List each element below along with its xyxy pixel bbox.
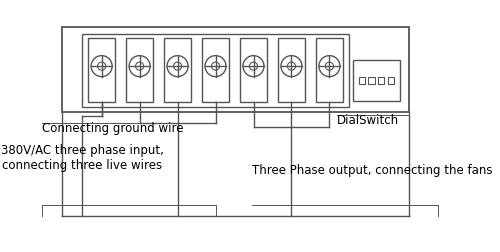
Circle shape [281,56,302,77]
Circle shape [212,63,220,71]
Bar [353,61,400,102]
Circle shape [91,56,112,77]
Circle shape [319,56,340,77]
Circle shape [136,63,143,71]
Circle shape [326,63,334,71]
Circle shape [167,56,188,77]
Bar [240,39,267,103]
Bar [88,39,116,103]
Circle shape [129,56,150,77]
Circle shape [174,63,182,71]
Bar [368,78,374,85]
Text: Connecting ground wire: Connecting ground wire [42,121,184,135]
Text: 380V/AC three phase input,
connecting three live wires: 380V/AC three phase input, connecting th… [1,143,164,171]
Text: DialSwitch: DialSwitch [336,114,399,127]
Circle shape [243,56,264,77]
Bar [378,78,384,85]
Bar [316,39,343,103]
Bar [164,39,192,103]
Bar [202,39,230,103]
Circle shape [98,63,106,71]
Bar [278,39,305,103]
Text: Three Phase output, connecting the fans: Three Phase output, connecting the fans [252,163,492,176]
Bar [388,78,394,85]
Bar [82,35,349,107]
Bar [358,78,365,85]
Circle shape [250,63,258,71]
Circle shape [205,56,226,77]
Circle shape [288,63,296,71]
Bar [126,39,154,103]
Bar [62,28,410,113]
